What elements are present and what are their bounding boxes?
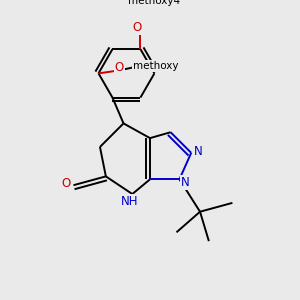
Text: methoxy4: methoxy4 xyxy=(128,0,180,6)
Text: N: N xyxy=(194,145,203,158)
Text: N: N xyxy=(181,176,190,189)
Text: O: O xyxy=(115,61,124,74)
Text: O: O xyxy=(61,177,71,190)
Text: O: O xyxy=(133,21,142,34)
Text: methoxy: methoxy xyxy=(133,61,178,71)
Text: NH: NH xyxy=(121,195,138,208)
